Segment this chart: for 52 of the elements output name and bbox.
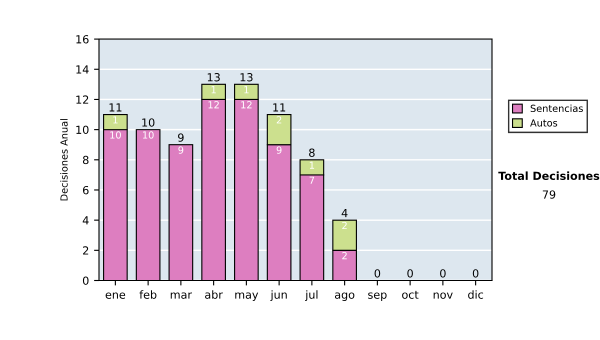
- x-tick-label: jul: [305, 290, 318, 301]
- x-tick-label: feb: [139, 290, 156, 299]
- total-label: 4: [342, 208, 348, 218]
- total-label: 0: [472, 269, 478, 278]
- x-tick-label: sep: [368, 292, 387, 301]
- x-tick-label: abr: [205, 290, 223, 299]
- y-tick-label: 6: [82, 186, 89, 194]
- x-tick-label: dic: [468, 290, 484, 299]
- total-label: 13: [240, 73, 253, 82]
- data-label: 7: [310, 176, 314, 184]
- total-label: 0: [374, 269, 380, 278]
- data-label: 1: [244, 86, 249, 94]
- y-tick-label: 16: [76, 35, 89, 44]
- data-label: 12: [208, 101, 219, 108]
- x-tick-label: ago: [334, 292, 354, 301]
- data-label: 9: [276, 146, 282, 154]
- x-tick-label: may: [235, 292, 258, 301]
- y-tick-label: 10: [76, 126, 89, 134]
- data-label: 12: [241, 101, 252, 108]
- total-label: 13: [208, 73, 220, 82]
- y-tick-label: 8: [82, 156, 89, 164]
- y-tick-label: 12: [76, 95, 88, 104]
- data-label: 10: [110, 131, 121, 139]
- data-label: 1: [212, 86, 216, 94]
- total-label: 8: [309, 148, 315, 157]
- data-label: 2: [276, 116, 282, 124]
- total-label: 11: [110, 103, 122, 112]
- x-tick-label: jun: [270, 290, 287, 301]
- y-tick-label: 0: [82, 276, 89, 285]
- total-label: 11: [273, 103, 286, 112]
- y-tick-label: 2: [83, 246, 88, 255]
- data-label: 9: [178, 146, 184, 154]
- text: 79: [542, 190, 556, 199]
- legend-label: Autos: [530, 119, 558, 127]
- y-axis-title: Decisiones Anual: [60, 119, 68, 200]
- y-tick-label: 14: [76, 65, 89, 74]
- x-tick-label: mar: [170, 292, 192, 299]
- y-tick-label: 4: [82, 216, 89, 224]
- data-label: 2: [342, 222, 347, 230]
- x-tick-label: oct: [402, 290, 418, 299]
- x-tick-label: nov: [434, 292, 453, 299]
- data-label: 1: [113, 116, 118, 124]
- total-label: 9: [178, 133, 184, 142]
- total-label: 10: [142, 118, 154, 127]
- text: Total Decisiones: [498, 171, 600, 180]
- data-label: 2: [342, 252, 347, 260]
- total-label: 0: [440, 269, 446, 278]
- data-label: 1: [310, 162, 314, 169]
- legend-label: Sentencias: [530, 104, 583, 112]
- x-tick-label: ene: [106, 292, 126, 299]
- data-label: 10: [143, 131, 154, 139]
- total-label: 0: [407, 269, 413, 278]
